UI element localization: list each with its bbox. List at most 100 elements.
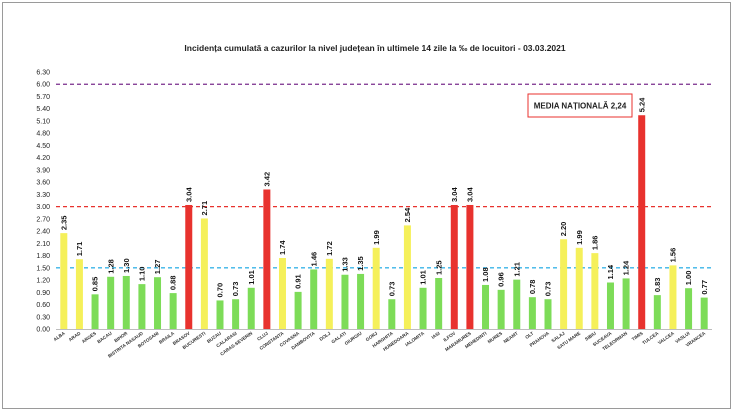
bar [575, 247, 583, 329]
data-label: 1.01 [419, 270, 428, 285]
bar [544, 299, 552, 329]
category-label: VALCEA [657, 330, 676, 345]
y-tick-label: 6.30 [36, 70, 50, 77]
data-label: 1.00 [684, 271, 693, 286]
category-label: TIMIS [631, 331, 644, 342]
bar [232, 299, 240, 329]
bar [513, 279, 521, 329]
y-tick-label: 4.50 [36, 143, 50, 150]
y-tick-label: 2.40 [36, 229, 50, 236]
data-label: 0.88 [169, 275, 178, 290]
bar [606, 282, 614, 329]
bar [107, 276, 115, 329]
y-tick-label: 0.90 [36, 290, 50, 297]
y-tick-label: 1.50 [36, 265, 50, 272]
bar [403, 225, 411, 329]
data-label: 0.96 [497, 272, 506, 287]
y-tick-label: 1.20 [36, 278, 50, 285]
media-nationala-box [527, 93, 633, 118]
category-label: SIBIU [584, 330, 597, 342]
y-tick-label: 0.30 [36, 314, 50, 321]
bar [528, 297, 536, 329]
y-tick-label: 2.70 [36, 216, 50, 223]
data-label: 0.70 [216, 283, 225, 298]
bar [122, 275, 130, 329]
value-labels: 2.35 1.71 0.85 1.28 1.30 1.10 1.27 0.88 3.04 2.71… [59, 97, 708, 298]
category-label: ARAD [68, 330, 82, 342]
y-tick-label: 6.00 [36, 82, 50, 89]
y-tick-label: 4.80 [36, 131, 50, 138]
y-tick-label: 5.70 [36, 94, 50, 101]
bar [341, 274, 349, 329]
data-label: 5.24 [637, 97, 646, 112]
data-label: 1.27 [153, 260, 162, 275]
data-label: 1.01 [247, 270, 256, 285]
bar [669, 265, 677, 329]
data-label: 1.72 [325, 241, 334, 256]
bar [482, 284, 490, 329]
bar [263, 189, 271, 329]
bar [372, 247, 380, 329]
y-axis: 0.00 0.30 0.60 0.90 1.20 1.50 1.80 2.10 2.40 2.70… [36, 70, 50, 334]
data-label: 0.73 [387, 282, 396, 297]
data-label: 1.10 [138, 267, 147, 282]
data-label: 3.04 [450, 187, 459, 202]
reference-lines [56, 83, 712, 269]
bar [60, 233, 68, 329]
bar [685, 288, 693, 329]
bars [60, 115, 708, 329]
bar [91, 294, 99, 329]
bar [310, 269, 318, 329]
category-label: GIURGIU [344, 330, 364, 346]
bar [466, 204, 474, 329]
bar [278, 258, 286, 329]
data-label: 3.04 [466, 187, 475, 202]
data-label: 1.99 [575, 230, 584, 245]
data-label: 3.42 [262, 172, 271, 187]
data-label: 1.35 [356, 256, 365, 271]
y-tick-label: 5.10 [36, 118, 50, 125]
data-label: 0.91 [294, 274, 303, 289]
y-tick-label: 1.80 [36, 253, 50, 260]
data-label: 1.56 [669, 248, 678, 263]
data-label: 1.99 [372, 230, 381, 245]
data-label: 0.73 [231, 282, 240, 297]
bar [700, 297, 708, 329]
bar [450, 204, 458, 329]
data-label: 1.14 [606, 264, 615, 279]
data-label: 2.54 [403, 207, 412, 222]
data-label: 1.46 [309, 252, 318, 267]
bar [200, 218, 208, 329]
category-label: IASI [431, 331, 441, 340]
bar [169, 293, 177, 329]
bar [638, 115, 646, 329]
bar [325, 258, 333, 329]
bar [138, 284, 146, 329]
bar [497, 289, 505, 329]
y-tick-label: 0.00 [36, 327, 50, 334]
chart-title: Incidența cumulată a cazurilor la nivel … [184, 43, 565, 53]
data-label: 2.20 [559, 222, 568, 237]
data-label: 2.35 [59, 216, 68, 231]
bar [653, 295, 661, 329]
category-label: GORJ [365, 330, 379, 342]
y-tick-label: 0.60 [36, 302, 50, 309]
data-label: 2.71 [200, 201, 209, 216]
y-tick-label: 3.60 [36, 180, 50, 187]
y-tick-label: 4.20 [36, 155, 50, 162]
bar [357, 273, 365, 329]
data-label: 0.78 [528, 280, 537, 295]
media-nationala-annotation: MEDIA NAȚIONALĂ 2,24 [527, 93, 633, 118]
data-label: 1.30 [122, 258, 131, 273]
category-label: NEAMT [503, 331, 519, 345]
data-label: 0.85 [91, 277, 100, 292]
data-label: 1.21 [512, 262, 521, 277]
data-label: 0.77 [700, 280, 709, 295]
category-label: MURES [487, 331, 503, 345]
data-label: 1.08 [481, 267, 490, 282]
bar [294, 291, 302, 329]
data-label: 1.74 [278, 240, 287, 255]
bar [560, 239, 568, 329]
category-label: ARGES [81, 331, 97, 344]
